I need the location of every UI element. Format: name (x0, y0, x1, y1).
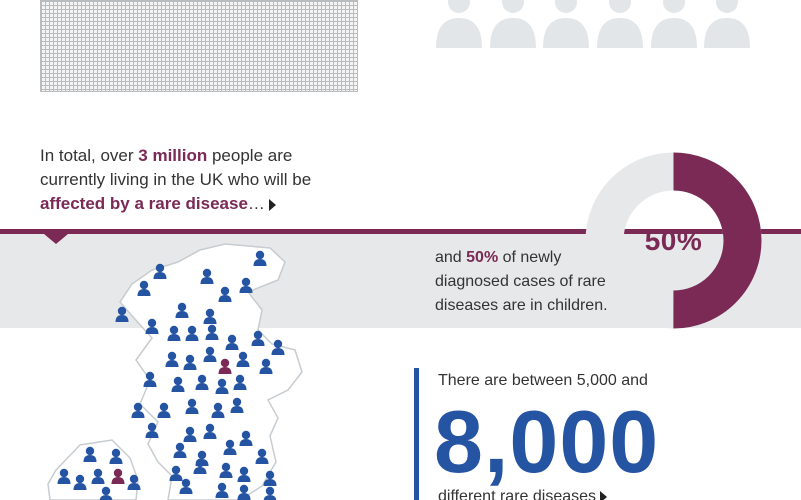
person-icon (704, 0, 750, 48)
person-icon (543, 0, 589, 48)
band-stripe (0, 229, 801, 234)
stat-number: 8,000 (434, 392, 660, 491)
children-body: of newly diagnosed cases of rare disease… (435, 249, 608, 314)
stat-tail-label: different rare diseases (438, 488, 597, 500)
uk-silhouette (119, 243, 303, 500)
children-highlight: 50% (466, 249, 499, 266)
grey-people-row (432, 0, 762, 50)
person-icon (490, 0, 536, 48)
intro-emphasis: affected by a rare disease (40, 194, 248, 213)
intro-ellipsis: … (247, 194, 265, 213)
stat-lead-text: There are between 5,000 and (438, 372, 648, 389)
person-icon (651, 0, 697, 48)
person-icon (597, 0, 643, 48)
intro-middle: people are currently living in the UK wh… (40, 146, 312, 189)
band-notch (44, 234, 68, 244)
stat-accent-bar (414, 368, 419, 500)
children-text: and 50% of newly diagnosed cases of rare… (435, 246, 635, 318)
arrow-right-icon (268, 198, 276, 211)
donut-arc (585, 152, 762, 329)
intro-prefix: In total, over (40, 146, 139, 165)
stat-tail-text: different rare diseases (438, 488, 718, 500)
percentage-donut (585, 152, 762, 329)
donut-percent-label: 50% (644, 224, 703, 256)
intro-highlight: 3 million (138, 146, 208, 165)
grid-graphic (40, 0, 358, 92)
intro-text: In total, over 3 million people are curr… (40, 144, 360, 216)
uk-map (47, 243, 303, 500)
arrow-right-icon (600, 490, 608, 500)
person-icon (436, 0, 482, 48)
children-prefix: and (435, 249, 467, 266)
